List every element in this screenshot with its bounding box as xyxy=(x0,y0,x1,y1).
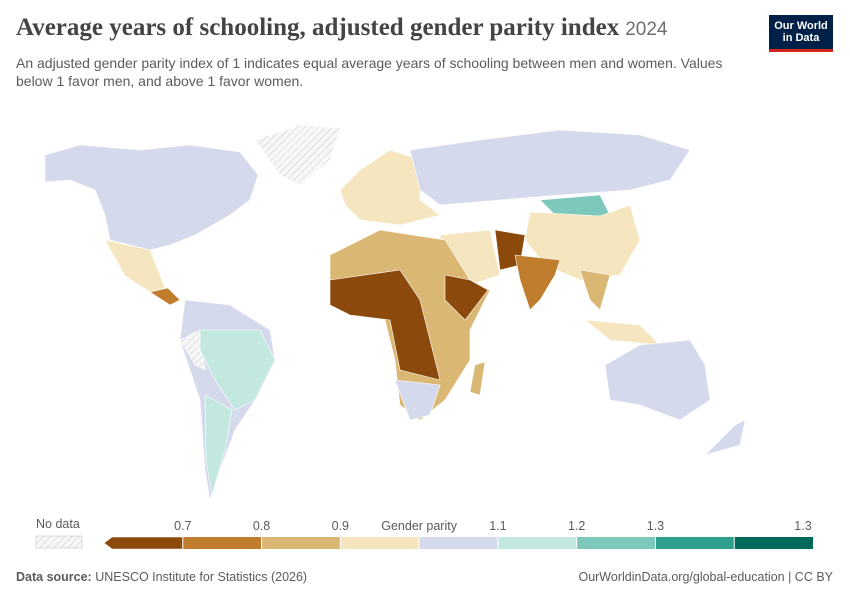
subtitle: An adjusted gender parity index of 1 ind… xyxy=(16,55,723,89)
legend-tick-label: 0.8 xyxy=(253,519,270,533)
region-russia xyxy=(409,129,691,206)
legend-tick-label: Gender parity xyxy=(381,519,457,533)
region-new-zealand xyxy=(703,419,746,456)
region-southern-africa xyxy=(394,379,441,421)
logo-line: in Data xyxy=(782,32,820,44)
title-row: Average years of schooling, adjusted gen… xyxy=(16,14,668,42)
title: Average years of schooling, adjusted gen… xyxy=(16,14,620,41)
region-brazil xyxy=(199,329,276,411)
legend-tick-label: 1.2 xyxy=(568,519,585,533)
source-label: Data source: xyxy=(16,570,92,584)
region-north-america xyxy=(44,144,259,251)
legend-swatch xyxy=(182,537,262,549)
legend-swatch xyxy=(655,537,735,549)
region-central-africa xyxy=(329,269,441,381)
region-southeast-asia xyxy=(579,269,611,311)
legend-tick-label: 0.9 xyxy=(332,519,349,533)
region-mexico xyxy=(104,239,166,293)
legend-swatch xyxy=(576,537,656,549)
legend-no-data-label: No data xyxy=(36,517,80,531)
region-peru xyxy=(179,329,206,371)
logo-line: Our World xyxy=(774,20,828,32)
legend-swatch xyxy=(261,537,341,549)
link[interactable]: OurWorldinData.org/global-education | CC… xyxy=(578,570,833,584)
legend-tick-label: 1.3 xyxy=(647,519,664,533)
region-greenland xyxy=(254,124,341,186)
countries xyxy=(44,124,746,501)
logo[interactable]: Our World in Data xyxy=(769,15,833,52)
legend-tick-label: 0.7 xyxy=(174,519,191,533)
legend-tick-label: 1.1 xyxy=(489,519,506,533)
region-madagascar xyxy=(469,361,486,396)
legend-tick-label: 1.3 xyxy=(794,519,811,533)
region-horn xyxy=(444,274,489,321)
region-argentina xyxy=(204,394,233,496)
legend-swatch xyxy=(734,537,813,549)
source-text: UNESCO Institute for Statistics (2026) xyxy=(95,570,308,584)
legend-swatch xyxy=(103,536,184,550)
year: 2024 xyxy=(625,19,668,40)
legend-swatch xyxy=(497,537,577,549)
source: Data source: UNESCO Institute for Statis… xyxy=(16,570,307,584)
region-central-america xyxy=(149,287,181,306)
legend: No data 0.7 0.8 0.9 Gender parity 1.1 1.2 1.3 1… xyxy=(35,517,813,550)
legend-swatch xyxy=(419,537,498,549)
legend-no-data xyxy=(35,535,83,549)
region-india xyxy=(514,254,561,311)
region-australia xyxy=(604,339,711,421)
legend-swatch xyxy=(340,537,420,549)
region-indonesia xyxy=(584,319,661,346)
